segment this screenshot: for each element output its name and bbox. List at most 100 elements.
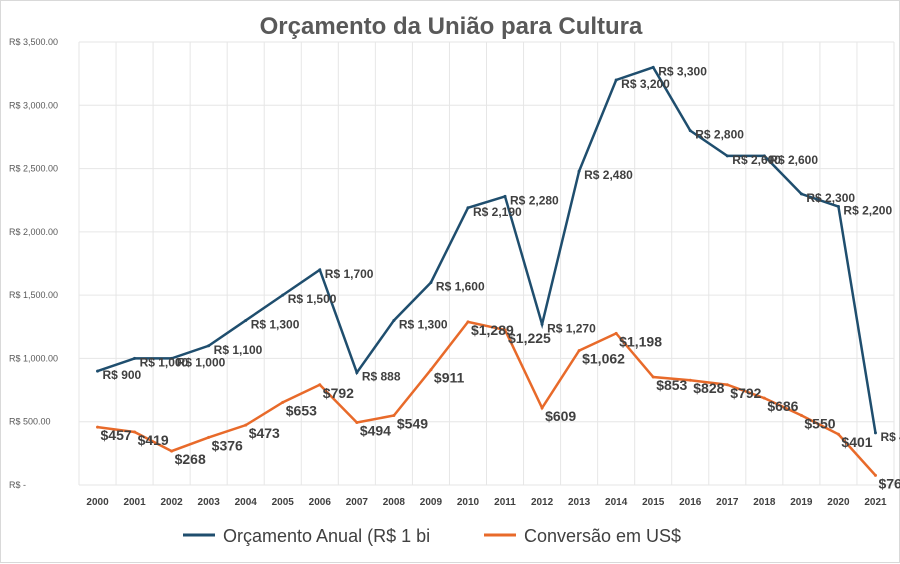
- data-label-orcamento: R$ 2,190: [473, 205, 522, 219]
- point-conversao: [614, 331, 618, 335]
- point-conversao: [281, 400, 285, 404]
- data-label-orcamento: R$ 3,200: [621, 77, 670, 91]
- point-conversao: [540, 406, 544, 410]
- x-tick-label: 2013: [568, 497, 591, 508]
- data-label-conversao: $494: [360, 422, 391, 438]
- x-tick-label: 2008: [383, 497, 406, 508]
- point-orcamento: [466, 206, 470, 210]
- data-label-conversao: $376: [212, 437, 243, 453]
- point-conversao: [466, 320, 470, 324]
- data-label-conversao: $457: [101, 427, 132, 443]
- x-tick-label: 2020: [827, 497, 850, 508]
- x-tick-label: 2011: [494, 497, 516, 508]
- y-tick-label: R$ 2,000.00: [9, 227, 58, 237]
- point-orcamento: [577, 169, 581, 173]
- series-line-conversao: [97, 320, 877, 477]
- y-tick-label: R$ 500.00: [9, 417, 51, 427]
- chart-title: Orçamento da União para Cultura: [260, 13, 643, 40]
- x-axis: 2000 2001 2002 2003 2004 2005 2006 2007 2008 2009…: [86, 497, 887, 508]
- point-conversao: [133, 430, 137, 434]
- data-label-orcamento: R$ 2,200: [843, 204, 892, 218]
- y-tick-label: R$ 1,500.00: [9, 290, 58, 300]
- x-tick-label: 2002: [160, 497, 183, 508]
- gridlines: [78, 41, 895, 486]
- data-label-orcamento: R$ 888: [362, 370, 401, 384]
- data-label-orcamento: R$ 1,600: [436, 279, 485, 293]
- legend-label-conversao: Conversão em US$: [524, 526, 681, 546]
- data-label-orcamento: R$ 412: [880, 430, 900, 444]
- data-label-orcamento: R$ 2,600: [769, 153, 818, 167]
- point-conversao: [207, 435, 211, 439]
- data-label-orcamento: R$ 1,000: [177, 355, 226, 369]
- data-label-conversao: $609: [545, 408, 576, 424]
- data-label-orcamento: R$ 2,800: [695, 128, 744, 142]
- point-conversao: [429, 368, 433, 372]
- point-conversao: [577, 349, 581, 353]
- data-label-orcamento: R$ 2,300: [806, 191, 855, 205]
- data-label-conversao: $268: [175, 451, 206, 467]
- data-label-orcamento: R$ 1,100: [214, 343, 263, 357]
- x-tick-label: 2001: [123, 497, 146, 508]
- data-label-orcamento: R$ 2,600: [732, 153, 781, 167]
- data-label-conversao: $1,225: [508, 330, 551, 346]
- y-tick-label: R$ 1,000.00: [9, 353, 58, 363]
- data-label-orcamento: R$ 1,700: [325, 267, 374, 281]
- data-label-conversao: $686: [767, 398, 798, 414]
- data-label-orcamento: R$ 3,300: [658, 64, 707, 78]
- point-conversao: [503, 328, 507, 332]
- point-orcamento: [836, 205, 840, 209]
- data-label-orcamento: R$ 1,500: [288, 292, 337, 306]
- y-tick-label: R$ -: [9, 480, 26, 490]
- point-conversao: [873, 473, 877, 477]
- data-label-conversao: $1,198: [619, 333, 662, 349]
- point-conversao: [318, 383, 322, 387]
- point-orcamento: [318, 268, 322, 272]
- point-conversao: [355, 420, 359, 424]
- data-label-orcamento: R$ 1,300: [251, 317, 300, 331]
- point-orcamento: [429, 280, 433, 284]
- data-label-conversao: $792: [730, 385, 761, 401]
- x-tick-label: 2019: [790, 497, 813, 508]
- point-orcamento: [207, 344, 211, 348]
- x-tick-label: 2007: [346, 497, 369, 508]
- data-label-conversao: $653: [286, 402, 317, 418]
- x-tick-label: 2006: [309, 497, 332, 508]
- y-tick-label: R$ 3,500.00: [9, 37, 58, 47]
- point-orcamento: [614, 78, 618, 82]
- data-label-conversao: $401: [841, 434, 872, 450]
- x-tick-label: 2017: [716, 497, 739, 508]
- point-orcamento: [355, 371, 359, 375]
- x-tick-label: 2016: [679, 497, 702, 508]
- x-tick-label: 2010: [457, 497, 480, 508]
- point-orcamento: [799, 192, 803, 196]
- x-tick-label: 2003: [198, 497, 221, 508]
- point-orcamento: [873, 431, 877, 435]
- data-label-orcamento: R$ 2,280: [510, 193, 559, 207]
- point-orcamento: [281, 293, 285, 297]
- point-conversao: [392, 414, 396, 418]
- data-label-conversao: $1,289: [471, 322, 514, 338]
- y-tick-label: R$ 3,000.00: [9, 100, 58, 110]
- point-conversao: [651, 375, 655, 379]
- data-label-conversao: $792: [323, 385, 354, 401]
- point-orcamento: [688, 129, 692, 133]
- x-tick-label: 2015: [642, 497, 665, 508]
- data-label-conversao: $550: [804, 415, 835, 431]
- point-orcamento: [170, 356, 174, 360]
- x-tick-label: 2000: [86, 497, 109, 508]
- point-conversao: [96, 425, 100, 429]
- data-label-conversao: $911: [434, 370, 465, 386]
- x-tick-label: 2004: [235, 497, 258, 508]
- data-label-conversao: $76: [878, 475, 900, 491]
- point-orcamento: [133, 356, 137, 360]
- point-orcamento: [651, 65, 655, 69]
- y-tick-label: R$ 2,500.00: [9, 164, 58, 174]
- data-label-orcamento: R$ 1,270: [547, 321, 596, 335]
- data-label-orcamento: R$ 1,000: [140, 355, 189, 369]
- legend-label-orcamento: Orçamento Anual (R$ 1 bi: [223, 526, 430, 546]
- point-orcamento: [503, 194, 507, 198]
- legend: Orçamento Anual (R$ 1 bi Conversão em US…: [183, 526, 681, 546]
